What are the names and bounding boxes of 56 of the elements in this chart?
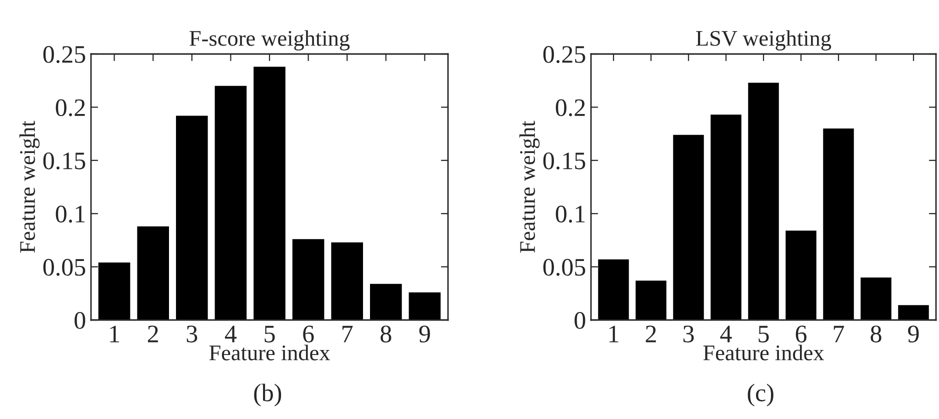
y-axis-title: Feature weight — [19, 120, 40, 253]
bar — [137, 226, 169, 320]
y-tick-label: 0.2 — [556, 99, 585, 116]
x-tick-label: 7 — [342, 326, 353, 342]
x-axis-title: Feature index — [209, 344, 330, 360]
bar — [331, 242, 364, 320]
x-tick-label: 4 — [224, 326, 237, 342]
y-tick-label: 0.05 — [543, 258, 586, 276]
x-tick-label: 8 — [870, 326, 882, 342]
bar — [176, 116, 208, 320]
x-tick-label: 6 — [303, 326, 314, 342]
y-tick-label: 0.05 — [43, 258, 86, 276]
y-tick-label: 0.1 — [556, 206, 585, 223]
x-tick-label: 1 — [110, 326, 120, 342]
x-tick-label: 9 — [908, 326, 919, 342]
y-tick-label: 0.15 — [43, 152, 86, 170]
y-tick-label: 0.25 — [43, 46, 86, 64]
x-tick-label: 2 — [646, 326, 656, 342]
x-tick-label: 7 — [834, 326, 844, 342]
bar — [710, 114, 742, 320]
x-tick-label: 3 — [186, 326, 198, 342]
bar — [214, 86, 247, 320]
y-tick-label: 0 — [574, 312, 586, 329]
y-tick-label: 0.25 — [543, 46, 586, 64]
x-tick-label: 1 — [609, 326, 618, 342]
x-tick-label: 5 — [758, 326, 769, 342]
x-axis-title: Feature index — [703, 344, 824, 360]
bar — [860, 277, 892, 320]
text: (b) — [254, 384, 282, 406]
bar — [408, 292, 441, 320]
x-tick-label: 6 — [796, 326, 807, 342]
bar — [254, 66, 286, 320]
chart-title: F-score weighting — [190, 30, 350, 50]
bar — [823, 128, 854, 320]
bar — [748, 82, 779, 320]
bar — [98, 262, 130, 320]
y-tick-label: 0.15 — [543, 152, 586, 170]
chart-title: LSV weighting — [696, 30, 832, 50]
y-tick-label: 0.1 — [56, 206, 85, 223]
x-tick-label: 5 — [264, 326, 275, 342]
bar — [898, 305, 929, 320]
bar — [673, 134, 704, 320]
bar — [786, 230, 816, 320]
x-tick-label: 8 — [380, 326, 392, 342]
bar — [598, 259, 629, 320]
y-tick-label: 0.2 — [56, 99, 85, 116]
y-axis-title: Feature weight — [519, 120, 540, 253]
text: (c) — [748, 384, 774, 406]
x-tick-label: 3 — [683, 326, 694, 342]
x-tick-label: 2 — [148, 326, 158, 342]
bar — [370, 284, 402, 320]
y-tick-label: 0 — [74, 312, 86, 329]
x-tick-label: 9 — [419, 326, 430, 342]
bar — [636, 280, 666, 320]
x-tick-label: 4 — [720, 326, 732, 342]
bar — [292, 239, 324, 320]
